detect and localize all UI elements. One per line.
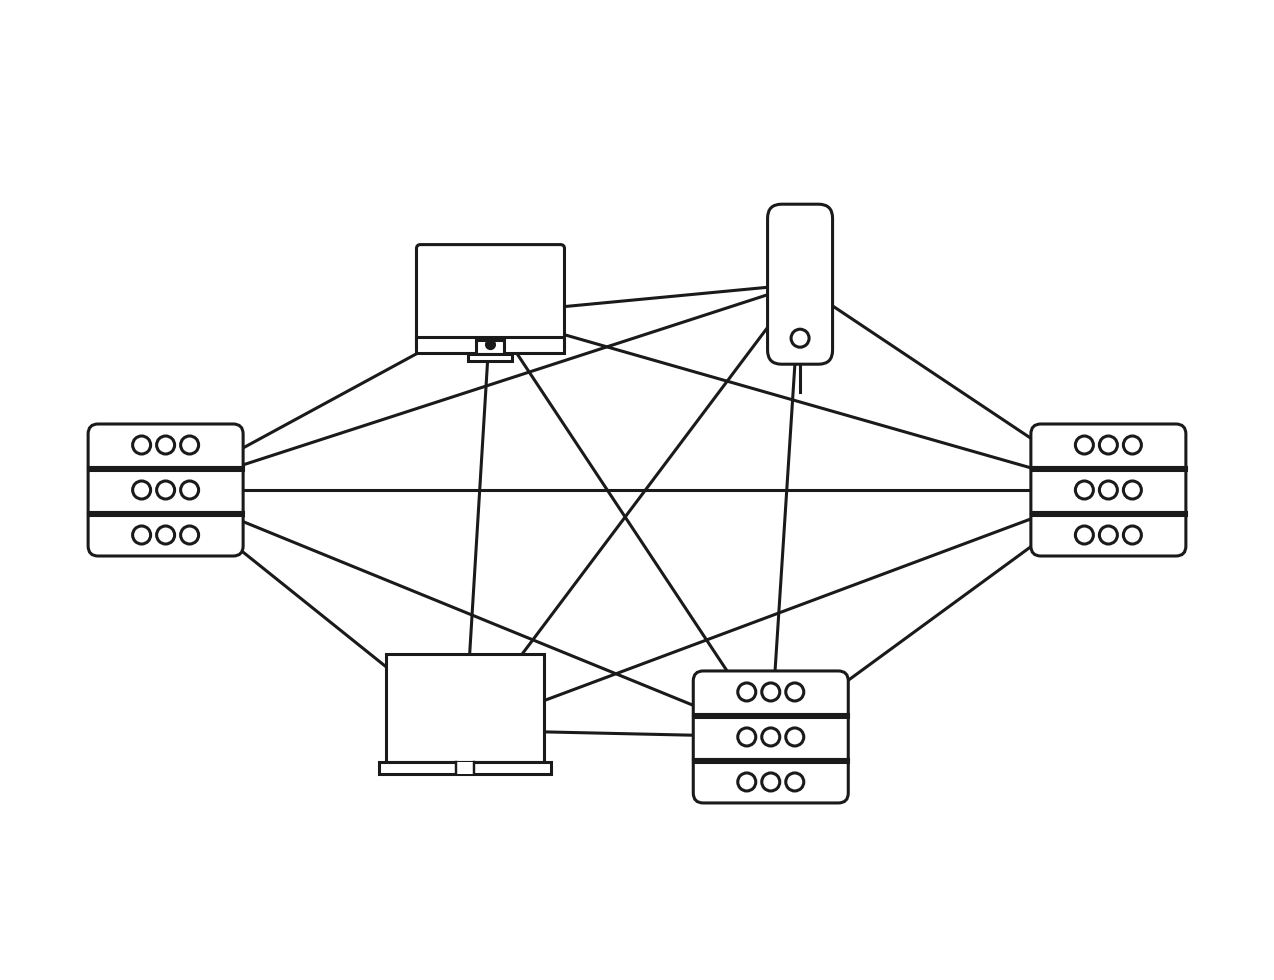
Circle shape (157, 526, 175, 544)
Circle shape (181, 526, 199, 544)
Circle shape (1124, 436, 1142, 454)
Bar (417, 336, 564, 353)
FancyBboxPatch shape (693, 671, 848, 803)
Circle shape (762, 683, 780, 701)
Circle shape (786, 683, 804, 701)
Circle shape (1099, 481, 1117, 499)
Circle shape (738, 773, 755, 791)
Circle shape (1099, 436, 1117, 454)
Bar (378, 762, 552, 774)
Circle shape (132, 526, 150, 544)
Circle shape (786, 773, 804, 791)
Bar (456, 762, 474, 774)
Bar (386, 654, 544, 762)
Circle shape (1124, 481, 1142, 499)
Circle shape (157, 436, 175, 454)
Circle shape (1099, 526, 1117, 544)
Circle shape (762, 728, 780, 746)
Circle shape (1075, 436, 1093, 454)
Circle shape (791, 329, 809, 347)
Circle shape (1124, 526, 1142, 544)
Bar (469, 354, 512, 361)
Circle shape (485, 340, 496, 349)
FancyBboxPatch shape (88, 424, 243, 556)
Circle shape (132, 436, 150, 454)
Circle shape (738, 728, 755, 746)
Circle shape (157, 481, 175, 499)
Circle shape (762, 773, 780, 791)
Circle shape (786, 728, 804, 746)
Circle shape (181, 481, 199, 499)
Circle shape (738, 683, 755, 701)
Bar (476, 340, 505, 354)
Circle shape (1075, 481, 1093, 499)
FancyBboxPatch shape (767, 204, 833, 365)
Circle shape (132, 481, 150, 499)
Circle shape (1075, 526, 1093, 544)
FancyBboxPatch shape (417, 245, 564, 353)
Circle shape (181, 436, 199, 454)
FancyBboxPatch shape (1031, 424, 1186, 556)
